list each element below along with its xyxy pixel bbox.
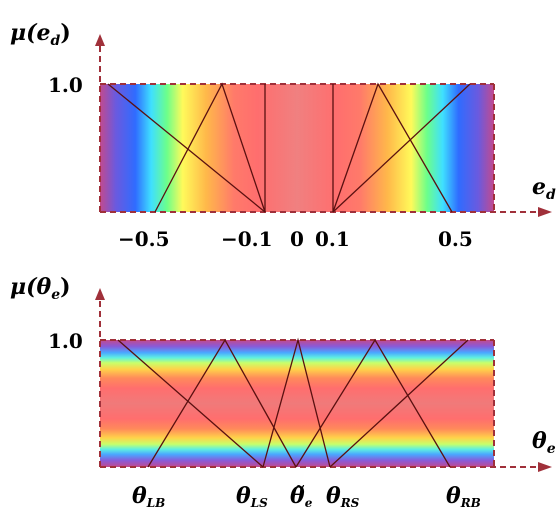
bottom-x-axis-title: θe (532, 428, 556, 457)
bottom-one-label: 1.0 (48, 329, 83, 353)
top-y-axis-title: μ(ed) (10, 20, 71, 49)
bottom-y-axis-title: μ(θe) (10, 274, 71, 303)
top-tick-neg-0-1: −0.1 (221, 227, 273, 251)
top-tick-0-5: 0.5 (438, 227, 473, 251)
bottom-tick-theta-rb: θRB (446, 483, 481, 510)
bottom-x-arrow-icon (538, 462, 552, 472)
bottom-y-arrow-icon (95, 288, 105, 300)
bottom-rainbow-band (100, 340, 494, 467)
bottom-tick-theta-e-tilde: θ̃e (290, 483, 313, 510)
bottom-panel: μ(θe) 1.0 θe θLB θLS θ̃e θRS θRB (10, 274, 556, 510)
top-rainbow-band (100, 84, 494, 212)
top-one-label: 1.0 (48, 73, 83, 97)
top-tick-neg-0-5: −0.5 (118, 227, 170, 251)
bottom-tick-theta-lb: θLB (132, 483, 165, 510)
bottom-tick-theta-rs: θRS (326, 483, 360, 510)
top-x-axis-title: ed (532, 174, 556, 203)
top-x-arrow-icon (538, 207, 552, 217)
bottom-membership-lines (117, 337, 469, 468)
top-tick-0-1: 0.1 (315, 227, 350, 251)
top-membership-lines (107, 82, 471, 213)
bottom-tick-theta-ls: θLS (236, 483, 268, 510)
top-tick-0: 0 (290, 227, 304, 251)
top-panel: μ(ed) 1.0 ed −0.5 −0.1 0 0.1 0.5 (10, 20, 556, 251)
top-y-arrow-icon (95, 34, 105, 46)
